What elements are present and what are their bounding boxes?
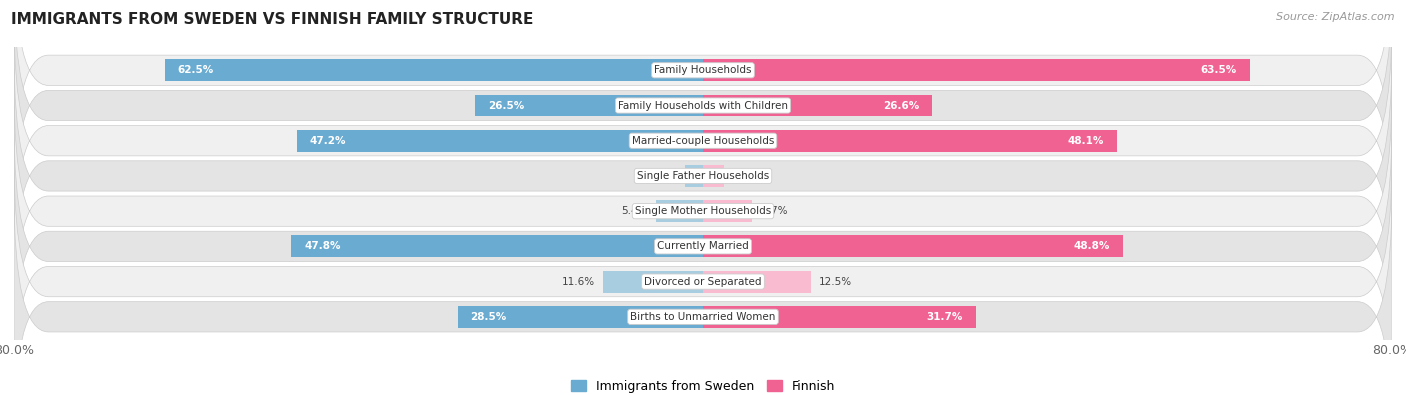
Bar [703,94,932,117]
Bar [685,165,703,187]
Bar [291,235,703,257]
Text: 47.8%: 47.8% [304,241,340,251]
Text: 47.2%: 47.2% [309,136,346,146]
Bar [703,306,976,328]
FancyBboxPatch shape [14,120,1392,372]
Text: Family Households: Family Households [654,65,752,75]
Text: 2.4%: 2.4% [733,171,759,181]
Bar [657,200,703,222]
FancyBboxPatch shape [14,0,1392,196]
Text: 2.1%: 2.1% [650,171,676,181]
FancyBboxPatch shape [14,85,1392,337]
Text: 5.4%: 5.4% [621,206,648,216]
Bar [475,94,703,117]
Bar [703,200,752,222]
Bar [457,306,703,328]
Text: 5.7%: 5.7% [761,206,787,216]
Text: 28.5%: 28.5% [471,312,506,322]
Text: 31.7%: 31.7% [927,312,963,322]
Text: Single Father Households: Single Father Households [637,171,769,181]
Bar [297,130,703,152]
Bar [165,59,703,81]
FancyBboxPatch shape [14,0,1392,231]
Bar [703,130,1118,152]
Text: Births to Unmarried Women: Births to Unmarried Women [630,312,776,322]
Text: 48.1%: 48.1% [1069,136,1104,146]
Text: Divorced or Separated: Divorced or Separated [644,276,762,287]
Bar [703,271,811,293]
Text: Currently Married: Currently Married [657,241,749,251]
FancyBboxPatch shape [14,191,1392,395]
Bar [703,235,1123,257]
Text: IMMIGRANTS FROM SWEDEN VS FINNISH FAMILY STRUCTURE: IMMIGRANTS FROM SWEDEN VS FINNISH FAMILY… [11,12,534,27]
Text: Married-couple Households: Married-couple Households [631,136,775,146]
Text: Source: ZipAtlas.com: Source: ZipAtlas.com [1277,12,1395,22]
Text: 48.8%: 48.8% [1074,241,1111,251]
Bar [703,59,1250,81]
Text: 26.6%: 26.6% [883,100,920,111]
FancyBboxPatch shape [14,50,1392,302]
Text: 62.5%: 62.5% [177,65,214,75]
Bar [603,271,703,293]
Text: Single Mother Households: Single Mother Households [636,206,770,216]
Text: 12.5%: 12.5% [820,276,852,287]
Text: 11.6%: 11.6% [561,276,595,287]
Text: 26.5%: 26.5% [488,100,524,111]
Legend: Immigrants from Sweden, Finnish: Immigrants from Sweden, Finnish [567,375,839,395]
FancyBboxPatch shape [14,15,1392,267]
Text: 63.5%: 63.5% [1201,65,1237,75]
FancyBboxPatch shape [14,156,1392,395]
Text: Family Households with Children: Family Households with Children [619,100,787,111]
Bar [703,165,724,187]
